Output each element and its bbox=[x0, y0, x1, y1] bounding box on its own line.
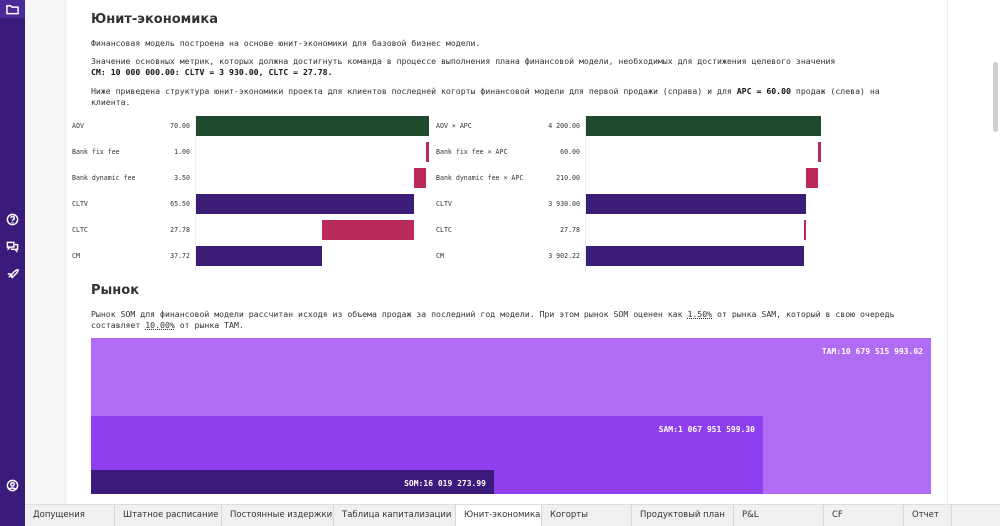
chart-category-label: Bank dynamic fee bbox=[72, 174, 136, 182]
chart-category-label: CM bbox=[72, 252, 80, 260]
chart-category-label: Bank fix fee × APC bbox=[436, 148, 508, 156]
tab-8[interactable]: CF bbox=[824, 505, 904, 526]
chart-bar bbox=[586, 116, 821, 136]
chart-row: Bank dynamic fee 3.50 bbox=[72, 168, 429, 188]
unit-economics-heading: Юнит-экономика bbox=[91, 12, 218, 27]
report-page: Юнит-экономика Финансовая модель построе… bbox=[66, 0, 947, 505]
chart-bar bbox=[586, 246, 805, 266]
chart-category-label: AOV bbox=[72, 122, 84, 130]
chart-bar bbox=[196, 194, 415, 214]
chart-row: AOV × APC 4 200.00 bbox=[436, 116, 821, 136]
unit-structure-a: Ниже приведена структура юнит-экономики … bbox=[91, 86, 737, 96]
tab-9[interactable]: Отчет bbox=[904, 505, 952, 526]
market-text-c: от рынка SAM, который в свою очередь bbox=[712, 309, 895, 319]
unit-structure-text: Ниже приведена структура юнит-экономики … bbox=[91, 86, 921, 107]
unit-metrics-line2: CM: 10 000 000.00: CLTV = 3 930.00, CLTC… bbox=[91, 66, 333, 77]
right-scroll-area[interactable] bbox=[947, 0, 1000, 505]
sam-label: SAM:1 067 951 599.30 bbox=[658, 425, 755, 434]
som-share: 1.50% bbox=[687, 309, 713, 319]
chart-value-label: 3 930.00 bbox=[548, 200, 580, 208]
market-heading: Рынок bbox=[91, 283, 140, 298]
som-label: SOM:16 019 273.99 bbox=[404, 479, 486, 488]
tab-4[interactable]: Юнит-экономика bbox=[456, 505, 542, 526]
tab-6[interactable]: Продуктовый план bbox=[632, 505, 734, 526]
som-block: SOM:16 019 273.99 bbox=[91, 470, 494, 494]
unit-structure-d: клиента. bbox=[91, 96, 131, 107]
chart-value-label: 210.00 bbox=[556, 174, 580, 182]
rocket-icon[interactable] bbox=[5, 266, 20, 281]
chart-value-label: 4 200.00 bbox=[548, 122, 580, 130]
chart-category-label: CLTC bbox=[72, 226, 88, 234]
market-text-a: Рынок SOM для финансовой модели рассчита… bbox=[91, 309, 688, 319]
chart-bar bbox=[586, 194, 806, 214]
unit-structure-c: продаж (слева) на bbox=[790, 86, 880, 96]
market-text-f: от рынка TAM. bbox=[174, 319, 244, 330]
chart-row: CLTV 65.50 bbox=[72, 194, 429, 214]
scrollbar-thumb[interactable] bbox=[993, 62, 998, 132]
chart-bar bbox=[805, 168, 818, 188]
chart-row: Bank fix fee × APC 60.00 bbox=[436, 142, 821, 162]
chart-bar bbox=[196, 246, 322, 266]
chart-category-label: CLTV bbox=[436, 200, 452, 208]
help-icon[interactable] bbox=[5, 212, 20, 227]
tab-5[interactable]: Когорты bbox=[542, 505, 632, 526]
chat-icon[interactable] bbox=[5, 239, 20, 254]
unit-metrics-line1: Значение основных метрик, которых должна… bbox=[91, 56, 836, 66]
chart-bar bbox=[425, 142, 429, 162]
chart-category-label: AOV × APC bbox=[436, 122, 472, 130]
chart-value-label: 27.78 bbox=[560, 226, 580, 234]
chart-value-label: 27.78 bbox=[170, 226, 190, 234]
chart-value-label: 3.50 bbox=[174, 174, 190, 182]
market-text-d: составляет bbox=[91, 319, 146, 330]
chart-axis-line bbox=[195, 116, 196, 272]
market-text: Рынок SOM для финансовой модели рассчита… bbox=[91, 309, 921, 330]
unit-structure-apc: APC = 60.00 bbox=[736, 86, 791, 96]
unit-intro-text: Финансовая модель построена на основе юн… bbox=[91, 38, 481, 48]
unit-chart-apc-sales: AOV × APC 4 200.00 Bank fix fee × APC 60.00… bbox=[436, 116, 836, 274]
user-icon[interactable] bbox=[5, 478, 20, 493]
chart-row: CLTC 27.78 bbox=[436, 220, 821, 240]
chart-row: Bank fix fee 1.00 bbox=[72, 142, 429, 162]
tab-1[interactable]: Штатное расписание bbox=[115, 505, 222, 526]
chart-bar bbox=[196, 116, 429, 136]
unit-chart-single-sale: AOV 70.00 Bank fix fee 1.00 Bank dynamic fee… bbox=[72, 116, 432, 274]
folder-icon[interactable] bbox=[0, 0, 25, 18]
chart-value-label: 3 902.22 bbox=[548, 252, 580, 260]
unit-metrics-text: Значение основных метрик, которых должна… bbox=[91, 56, 921, 77]
tab-0[interactable]: Допущения bbox=[25, 505, 115, 526]
tam-label: TAM:10 679 515 993.02 bbox=[821, 347, 923, 356]
chart-row: Bank dynamic fee × APC 210.00 bbox=[436, 168, 821, 188]
chart-category-label: Bank dynamic fee × APC bbox=[436, 174, 524, 182]
chart-row: AOV 70.00 bbox=[72, 116, 429, 136]
chart-category-label: CM bbox=[436, 252, 444, 260]
sam-share: 10.00% bbox=[145, 319, 175, 330]
chart-bar bbox=[804, 220, 807, 240]
chart-value-label: 37.72 bbox=[170, 252, 190, 260]
chart-bar bbox=[321, 220, 414, 240]
tab-3[interactable]: Таблица капитализации bbox=[334, 505, 456, 526]
chart-value-label: 70.00 bbox=[170, 122, 190, 130]
chart-row: CLTV 3 930.00 bbox=[436, 194, 821, 214]
tab-2[interactable]: Постоянные издержки bbox=[222, 505, 334, 526]
chart-bar bbox=[817, 142, 821, 162]
chart-row: CLTC 27.78 bbox=[72, 220, 429, 240]
chart-category-label: Bank fix fee bbox=[72, 148, 120, 156]
chart-bar bbox=[414, 168, 426, 188]
chart-value-label: 60.00 bbox=[560, 148, 580, 156]
chart-axis-line bbox=[585, 116, 586, 272]
sheet-tabs: Допущения Штатное расписание Постоянные из… bbox=[25, 504, 1000, 526]
left-sidebar bbox=[0, 0, 25, 526]
chart-row: CM 3 902.22 bbox=[436, 246, 821, 266]
chart-category-label: CLTV bbox=[72, 200, 88, 208]
document-area[interactable]: Юнит-экономика Финансовая модель построе… bbox=[25, 0, 947, 505]
chart-row: CM 37.72 bbox=[72, 246, 429, 266]
chart-value-label: 65.50 bbox=[170, 200, 190, 208]
chart-category-label: CLTC bbox=[436, 226, 452, 234]
tab-7[interactable]: P&L bbox=[734, 505, 824, 526]
chart-value-label: 1.00 bbox=[174, 148, 190, 156]
